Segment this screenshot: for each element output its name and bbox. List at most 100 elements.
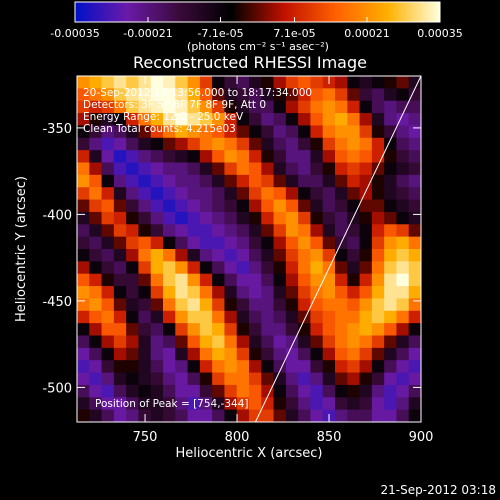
heatmap-cell <box>285 286 299 300</box>
heatmap-cell <box>273 286 287 300</box>
heatmap-cell <box>150 137 164 151</box>
heatmap-cell <box>224 150 238 164</box>
heatmap-cell <box>236 372 250 386</box>
heatmap-cell <box>77 211 90 225</box>
heatmap-cell <box>371 236 385 250</box>
heatmap-cell <box>310 199 324 213</box>
heatmap-cell <box>408 224 421 238</box>
heatmap-cell <box>285 372 299 386</box>
heatmap-cell <box>261 273 275 287</box>
heatmap-cell <box>261 261 275 275</box>
heatmap-cell <box>224 187 238 201</box>
heatmap-cell <box>384 88 398 102</box>
heatmap-cell <box>335 347 348 361</box>
heatmap-cell <box>126 162 140 176</box>
heatmap-cell <box>138 286 152 300</box>
heatmap-cell <box>285 384 299 398</box>
heatmap-cell <box>138 273 152 287</box>
heatmap-cell <box>249 298 262 312</box>
heatmap-cell <box>101 199 115 213</box>
heatmap-cell <box>163 372 176 386</box>
heatmap-cell <box>408 397 421 411</box>
heatmap-cell <box>359 397 373 411</box>
heatmap-cell <box>175 150 189 164</box>
heatmap-cell <box>359 76 373 89</box>
heatmap-cell <box>261 125 275 139</box>
heatmap-cell <box>138 261 152 275</box>
heatmap-cell <box>150 249 164 262</box>
heatmap-cell <box>273 137 287 151</box>
heatmap-cell <box>163 310 176 324</box>
heatmap-cell <box>212 100 226 114</box>
heatmap-cell <box>77 286 90 300</box>
heatmap-cell <box>396 273 410 287</box>
heatmap-cell <box>249 76 262 89</box>
heatmap-cell <box>187 125 201 139</box>
heatmap-cell <box>371 273 385 287</box>
heatmap-cell <box>212 310 226 324</box>
heatmap-cell <box>77 150 90 164</box>
heatmap-cell <box>371 174 385 188</box>
heatmap-cell <box>298 298 312 312</box>
heatmap-cell <box>322 310 336 324</box>
heatmap-cell <box>396 261 410 275</box>
heatmap-cell <box>138 100 152 114</box>
heatmap-cell <box>138 199 152 213</box>
heatmap-cell <box>236 100 250 114</box>
heatmap-cell <box>273 335 287 349</box>
heatmap-cell <box>298 100 312 114</box>
heatmap-cell <box>384 199 398 213</box>
heatmap-cell <box>163 100 176 114</box>
heatmap-cell <box>224 236 238 250</box>
heatmap-cell <box>396 298 410 312</box>
heatmap-cell <box>261 211 275 225</box>
heatmap-cell <box>77 273 90 287</box>
heatmap-cell <box>371 261 385 275</box>
heatmap-cell <box>187 397 201 411</box>
y-tick-label: -400 <box>42 208 72 223</box>
heatmap-cell <box>322 125 336 139</box>
heatmap-cell <box>236 211 250 225</box>
heatmap-cell <box>335 273 348 287</box>
heatmap-cell <box>310 224 324 238</box>
heatmap-cell <box>138 335 152 349</box>
heatmap-cell <box>89 125 103 139</box>
heatmap-cell <box>150 347 164 361</box>
y-tick-label: -500 <box>42 381 72 396</box>
heatmap-cell <box>249 236 262 250</box>
heatmap-cell <box>371 298 385 312</box>
heatmap-cell <box>261 100 275 114</box>
heatmap-cell <box>408 174 421 188</box>
heatmap-cell <box>384 360 398 374</box>
heatmap-cell <box>89 323 103 337</box>
heatmap-cell <box>261 150 275 164</box>
heatmap-cell <box>298 162 312 176</box>
chart-title: Reconstructed RHESSI Image <box>133 53 367 72</box>
heatmap-cell <box>347 273 361 287</box>
heatmap-cell <box>187 372 201 386</box>
heatmap-cell <box>335 335 348 349</box>
heatmap-cell <box>384 323 398 337</box>
heatmap-cell <box>89 273 103 287</box>
heatmap-cell <box>298 249 312 262</box>
heatmap-cell <box>89 397 103 411</box>
heatmap-cell <box>150 162 164 176</box>
heatmap-cell <box>236 409 250 422</box>
heatmap-cell <box>89 150 103 164</box>
heatmap-cell <box>261 199 275 213</box>
heatmap-cell <box>285 100 299 114</box>
heatmap-cell <box>187 199 201 213</box>
heatmap-cell <box>101 211 115 225</box>
heatmap-cell <box>224 310 238 324</box>
heatmap-cell <box>322 211 336 225</box>
heatmap-cell <box>273 298 287 312</box>
heatmap-cell <box>212 261 226 275</box>
heatmap-cell <box>335 162 348 176</box>
heatmap-cell <box>187 162 201 176</box>
heatmap-cell <box>359 88 373 102</box>
heatmap-cell <box>273 347 287 361</box>
heatmap-cell <box>163 298 176 312</box>
heatmap-cell <box>101 397 115 411</box>
heatmap-cell <box>101 273 115 287</box>
heatmap-cell <box>163 162 176 176</box>
